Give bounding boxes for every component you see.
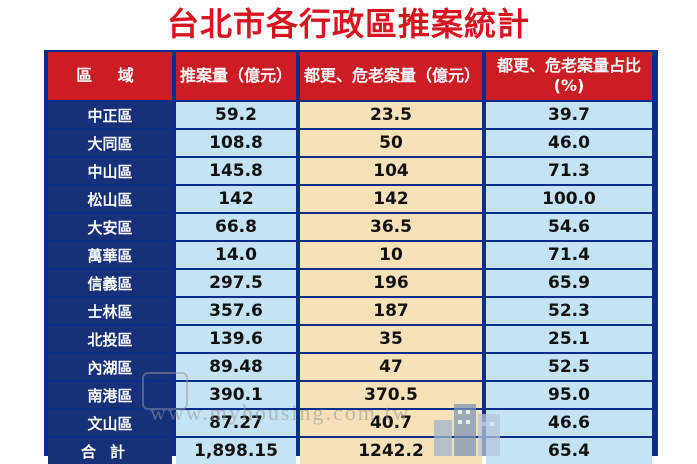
district-name: 大同區	[48, 130, 172, 156]
district-name: 萬華區	[48, 242, 172, 268]
total-value: 108.8	[176, 130, 296, 156]
total-value: 145.8	[176, 158, 296, 184]
renewal-value: 23.5	[300, 102, 482, 128]
ratio-value: 25.1	[486, 326, 652, 352]
ratio-value: 100.0	[486, 186, 652, 212]
renewal-value: 35	[300, 326, 482, 352]
total-value: 357.6	[176, 298, 296, 324]
renewal-value: 40.7	[300, 410, 482, 436]
renewal-value: 1242.2	[300, 438, 482, 464]
ratio-value: 65.9	[486, 270, 652, 296]
ratio-value: 46.0	[486, 130, 652, 156]
total-value: 14.0	[176, 242, 296, 268]
renewal-value: 196	[300, 270, 482, 296]
renewal-value: 47	[300, 354, 482, 380]
renewal-value: 10	[300, 242, 482, 268]
ratio-value: 95.0	[486, 382, 652, 408]
renewal-value: 50	[300, 130, 482, 156]
ratio-value: 54.6	[486, 214, 652, 240]
district-name: 中山區	[48, 158, 172, 184]
total-value: 87.27	[176, 410, 296, 436]
total-value: 142	[176, 186, 296, 212]
district-name: 南港區	[48, 382, 172, 408]
total-value: 89.48	[176, 354, 296, 380]
total-label: 合計	[48, 438, 172, 464]
header-total: 推案量（億元）	[176, 52, 296, 100]
district-name: 中正區	[48, 102, 172, 128]
ratio-value: 52.3	[486, 298, 652, 324]
page-title: 台北市各行政區推案統計	[166, 5, 530, 43]
total-value: 1,898.15	[176, 438, 296, 464]
header-renewal: 都更、危老案量（億元）	[300, 52, 482, 100]
district-name: 文山區	[48, 410, 172, 436]
ratio-value: 46.6	[486, 410, 652, 436]
renewal-value: 104	[300, 158, 482, 184]
stats-grid: 區 域 推案量（億元） 都更、危老案量（億元） 都更、危老案量占比 (%) 中正…	[44, 50, 656, 464]
district-name: 松山區	[48, 186, 172, 212]
ratio-value: 52.5	[486, 354, 652, 380]
district-name: 內湖區	[48, 354, 172, 380]
district-name: 士林區	[48, 298, 172, 324]
ratio-value: 71.3	[486, 158, 652, 184]
district-name: 北投區	[48, 326, 172, 352]
ratio-value: 71.4	[486, 242, 652, 268]
ratio-value: 39.7	[486, 102, 652, 128]
ratio-value: 65.4	[486, 438, 652, 464]
district-name: 大安區	[48, 214, 172, 240]
header-district: 區 域	[48, 52, 172, 100]
total-value: 59.2	[176, 102, 296, 128]
district-name: 信義區	[48, 270, 172, 296]
total-value: 139.6	[176, 326, 296, 352]
total-value: 297.5	[176, 270, 296, 296]
total-value: 66.8	[176, 214, 296, 240]
renewal-value: 370.5	[300, 382, 482, 408]
total-value: 390.1	[176, 382, 296, 408]
header-ratio: 都更、危老案量占比 (%)	[486, 52, 652, 100]
renewal-value: 142	[300, 186, 482, 212]
renewal-value: 36.5	[300, 214, 482, 240]
renewal-value: 187	[300, 298, 482, 324]
stats-table: 區 域 推案量（億元） 都更、危老案量（億元） 都更、危老案量占比 (%) 中正…	[44, 50, 658, 464]
